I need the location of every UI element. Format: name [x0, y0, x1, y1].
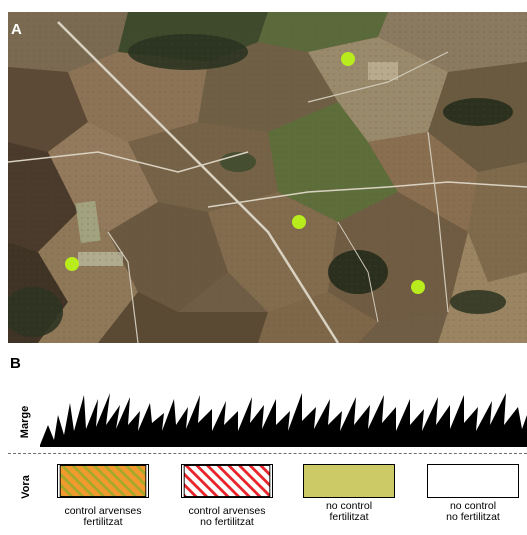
legend-swatch-white-fill	[427, 464, 519, 498]
legend-label-line2: fertilitzat	[83, 516, 123, 528]
row-label-vora: Vora	[19, 475, 32, 499]
divider	[8, 453, 527, 454]
legend-item-control-fertilitzat: control arvenses fertilitzat	[57, 464, 149, 528]
legend-item-no-control-no-fertilitzat: no control no fertilitzat	[427, 464, 519, 523]
legend-label-line1: no control	[449, 500, 497, 512]
legend-label-line1: control arvenses	[64, 505, 142, 517]
legend-label-line2: fertilitzat	[329, 511, 369, 523]
panel-letter-a: A	[11, 21, 22, 38]
legend-item-control-no-fertilitzat: control arvenses no fertilitzat	[181, 464, 273, 528]
legend-label-line1: no control	[325, 500, 373, 512]
legend-swatch-olive-fill	[303, 464, 395, 498]
panel-letter-b: B	[10, 355, 21, 372]
legend-label-line2: no fertilitzat	[446, 511, 500, 523]
legend-label-line1: control arvenses	[188, 505, 266, 517]
study-site-marker	[65, 257, 79, 271]
legend-swatch-red-hatch	[181, 464, 273, 498]
row-label-marge: Marge	[19, 405, 32, 439]
study-site-marker	[411, 280, 425, 294]
study-site-marker	[341, 52, 355, 66]
aerial-photo	[8, 12, 527, 343]
legend-label-line2: no fertilitzat	[200, 516, 254, 528]
legend-swatch-orange-hatch	[57, 464, 149, 498]
grass-margin-illustration	[40, 393, 527, 447]
study-site-marker	[292, 215, 306, 229]
legend-item-no-control-fertilitzat: no control fertilitzat	[303, 464, 395, 523]
aerial-map	[8, 12, 527, 343]
